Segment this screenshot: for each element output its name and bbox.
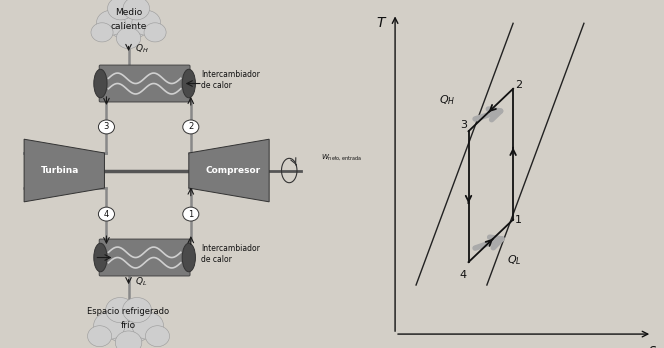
Circle shape: [106, 2, 151, 40]
Polygon shape: [24, 139, 104, 202]
Circle shape: [132, 312, 163, 339]
Text: 4: 4: [104, 209, 109, 219]
Polygon shape: [189, 139, 269, 202]
Text: 3: 3: [459, 120, 467, 130]
FancyBboxPatch shape: [99, 65, 190, 102]
Text: $T$: $T$: [376, 16, 388, 30]
Text: 1: 1: [188, 209, 193, 219]
Circle shape: [108, 0, 134, 20]
Text: $W_{\mathrm{neto,entrada}}$: $W_{\mathrm{neto,entrada}}$: [321, 152, 363, 161]
Circle shape: [98, 207, 114, 221]
Circle shape: [116, 331, 142, 348]
Text: caliente: caliente: [110, 22, 147, 31]
Circle shape: [106, 298, 135, 323]
Circle shape: [96, 10, 125, 35]
Text: 1: 1: [515, 215, 522, 224]
Circle shape: [94, 312, 125, 339]
Text: de calor: de calor: [201, 81, 232, 90]
Circle shape: [123, 0, 149, 20]
Text: $Q_H$: $Q_H$: [135, 42, 148, 55]
Ellipse shape: [94, 243, 107, 272]
Text: Intercambiador: Intercambiador: [201, 70, 260, 79]
Circle shape: [123, 298, 151, 323]
Circle shape: [132, 10, 161, 35]
Circle shape: [145, 326, 169, 347]
Ellipse shape: [182, 243, 195, 272]
Text: Compresor: Compresor: [205, 166, 260, 175]
Text: 2: 2: [515, 80, 522, 90]
Text: Espacio refrigerado: Espacio refrigerado: [88, 307, 169, 316]
Text: $s$: $s$: [647, 343, 657, 348]
Text: 2: 2: [188, 122, 193, 132]
Text: $Q_L$: $Q_L$: [135, 276, 147, 288]
Text: Intercambiador: Intercambiador: [201, 244, 260, 253]
Ellipse shape: [182, 69, 195, 98]
Text: Turbina: Turbina: [41, 166, 80, 175]
Ellipse shape: [94, 69, 107, 98]
Text: de calor: de calor: [201, 255, 232, 264]
FancyBboxPatch shape: [99, 239, 190, 276]
Text: $Q_H$: $Q_H$: [439, 93, 456, 107]
Text: 4: 4: [459, 270, 467, 280]
Circle shape: [88, 326, 112, 347]
Circle shape: [104, 303, 153, 345]
Text: Medio: Medio: [115, 8, 142, 17]
Text: $Q_L$: $Q_L$: [507, 254, 521, 267]
Circle shape: [91, 23, 113, 42]
Circle shape: [183, 120, 199, 134]
Circle shape: [183, 207, 199, 221]
Text: 3: 3: [104, 122, 109, 132]
Circle shape: [144, 23, 166, 42]
Circle shape: [116, 27, 141, 49]
Text: frío: frío: [121, 321, 136, 330]
Circle shape: [98, 120, 114, 134]
